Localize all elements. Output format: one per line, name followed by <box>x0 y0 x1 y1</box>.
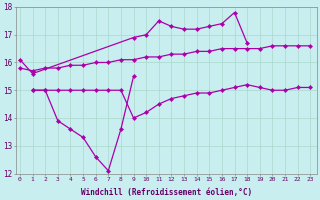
X-axis label: Windchill (Refroidissement éolien,°C): Windchill (Refroidissement éolien,°C) <box>81 188 252 197</box>
